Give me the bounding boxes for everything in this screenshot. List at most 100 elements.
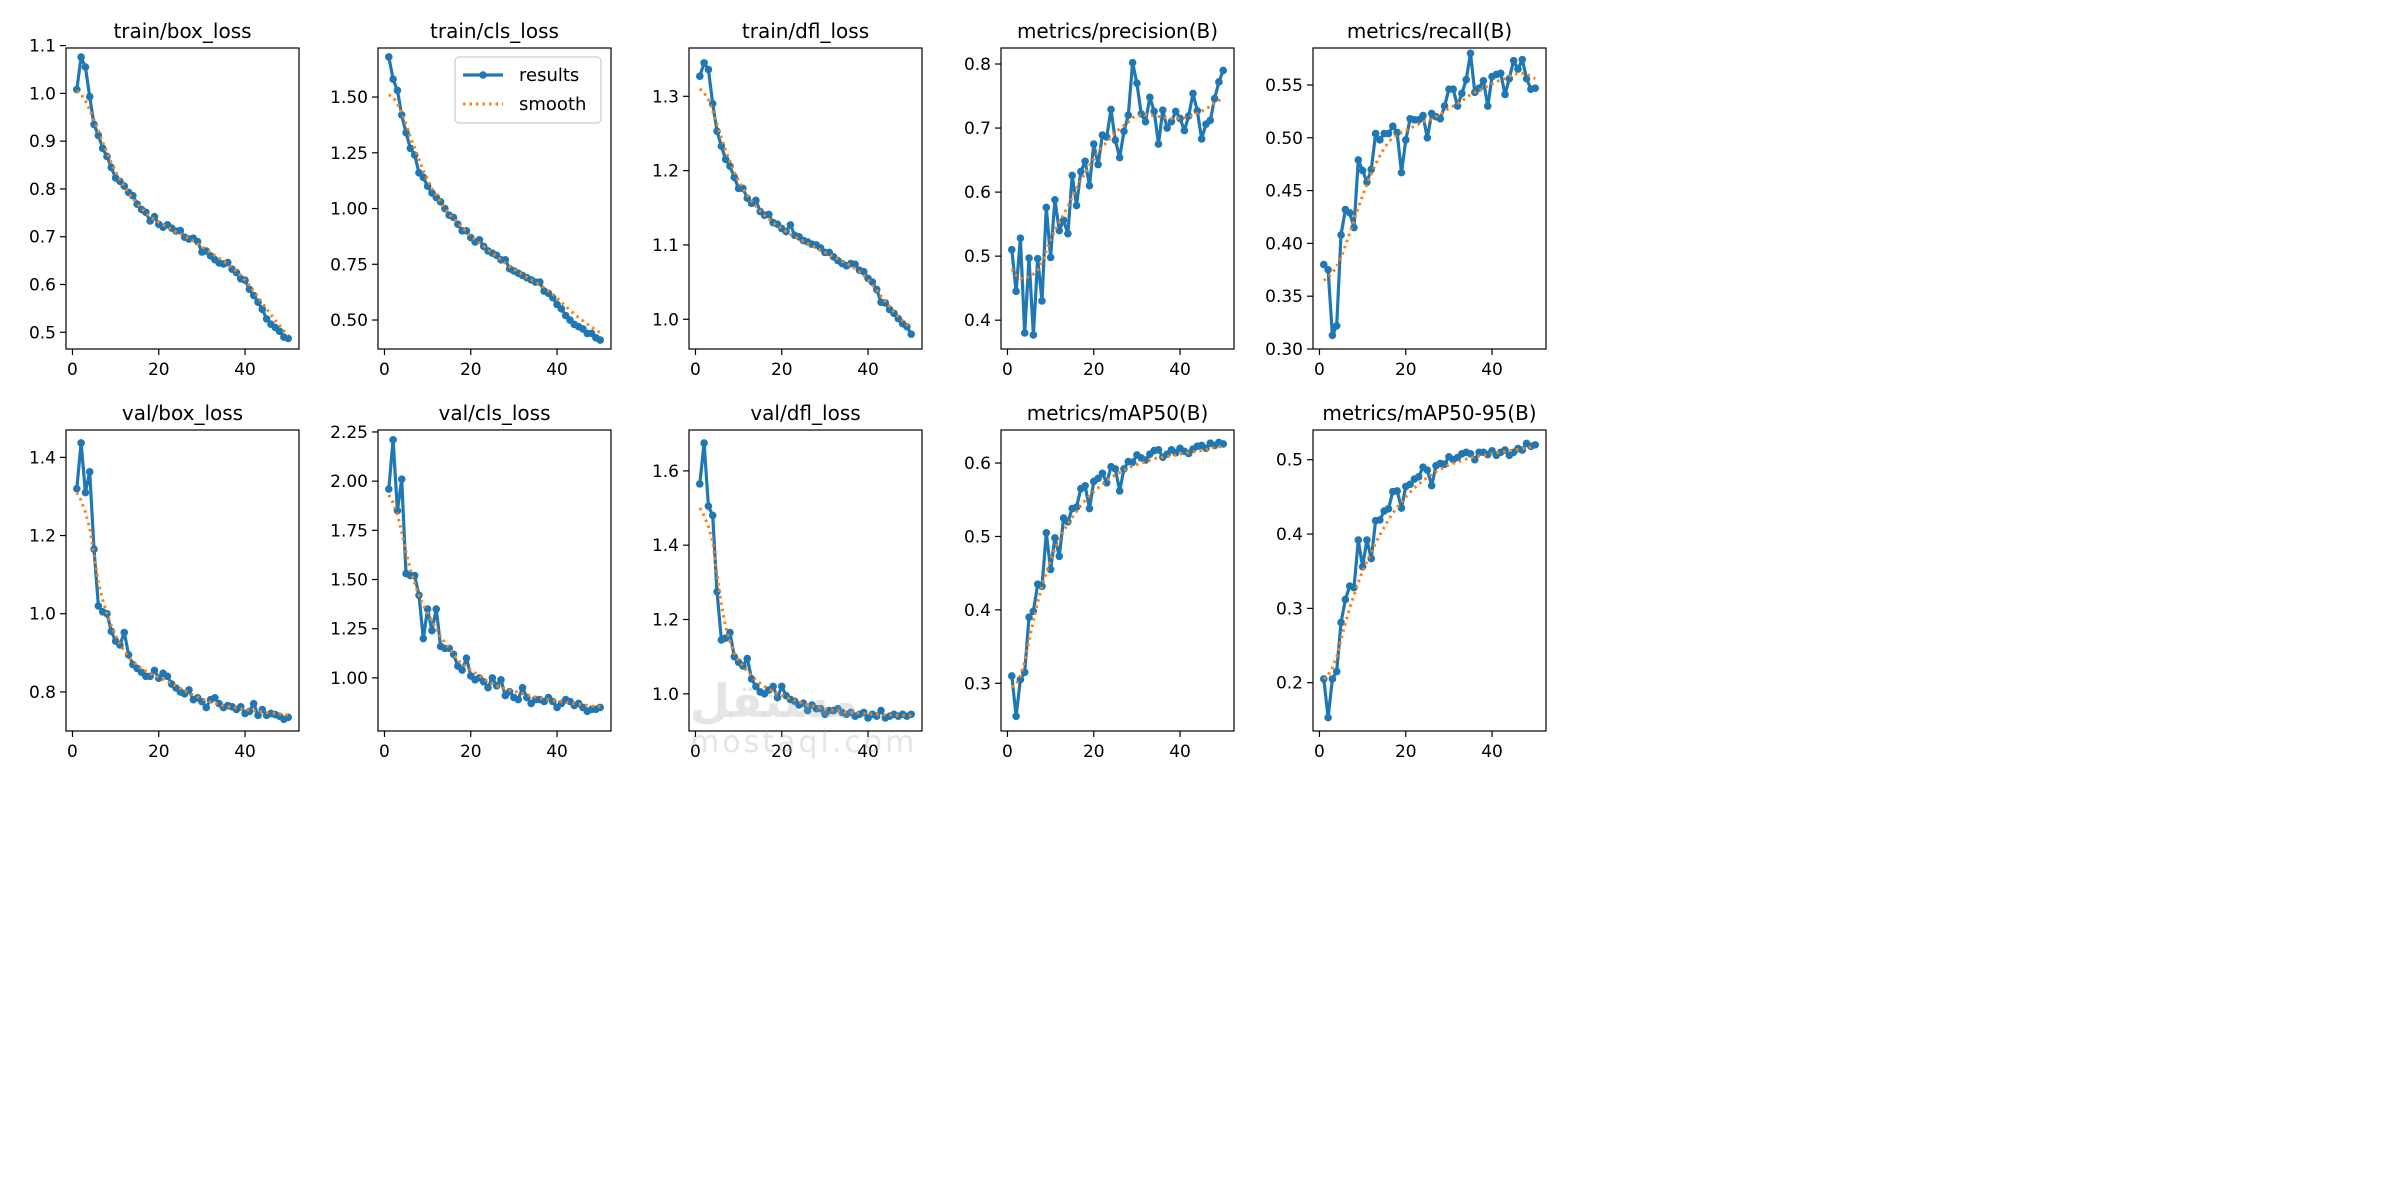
results-point bbox=[752, 682, 760, 691]
results-point bbox=[1163, 124, 1171, 132]
subplot-title: train/cls_loss bbox=[430, 19, 559, 43]
results-point bbox=[1016, 234, 1025, 243]
results-point bbox=[557, 305, 566, 313]
results-point bbox=[72, 484, 81, 493]
results-point bbox=[488, 674, 497, 682]
results-point bbox=[397, 475, 406, 483]
results-point bbox=[1094, 474, 1102, 483]
results-point bbox=[163, 672, 172, 681]
x-tick-label: 20 bbox=[148, 742, 170, 762]
y-tick-label: 0.50 bbox=[330, 311, 368, 331]
y-tick-label: 1.75 bbox=[330, 521, 368, 541]
results-point bbox=[1197, 135, 1206, 143]
results-figure: train/box_loss 0 20 40 0.5 0.6 0.7 0.8 0.9 1.0 1.1… bbox=[29, 19, 1547, 762]
x-tick-label: 0 bbox=[690, 360, 701, 380]
results-point bbox=[1094, 160, 1102, 169]
results-point bbox=[1215, 78, 1223, 86]
results-point bbox=[1531, 84, 1540, 92]
results-point bbox=[1423, 133, 1432, 142]
subplot-1: train/box_loss 0 20 40 0.5 0.6 0.7 0.8 0.9 1.0 1.1 bbox=[29, 19, 300, 380]
plot-frame bbox=[1312, 47, 1547, 350]
y-tick-label: 1.0 bbox=[29, 605, 56, 625]
subplot-title: metrics/recall(B) bbox=[1347, 19, 1512, 43]
results-point bbox=[1133, 79, 1141, 88]
results-point bbox=[1115, 487, 1124, 495]
results-point bbox=[1025, 613, 1033, 622]
x-tick-label: 0 bbox=[379, 360, 390, 380]
x-tick-label: 40 bbox=[1169, 742, 1191, 762]
results-point bbox=[1007, 245, 1016, 254]
results-point bbox=[1458, 89, 1466, 98]
y-tick-label: 1.2 bbox=[652, 611, 679, 631]
results-point bbox=[202, 703, 211, 712]
x-tick-label: 40 bbox=[546, 742, 568, 762]
x-tick-label: 40 bbox=[1169, 360, 1191, 380]
plot-frame bbox=[688, 429, 923, 732]
y-tick-label: 2.25 bbox=[330, 423, 368, 443]
results-point bbox=[284, 334, 293, 343]
smooth-line bbox=[698, 87, 913, 330]
results-line bbox=[1010, 440, 1224, 718]
results-point bbox=[211, 693, 219, 702]
y-tick-label: 1.25 bbox=[330, 144, 368, 164]
results-point bbox=[1064, 229, 1072, 238]
subplot-4: metrics/precision(B) 0 20 40 0.4 0.5 0.6 0.7 0.8 bbox=[964, 19, 1235, 380]
results-point bbox=[1206, 116, 1215, 125]
y-tick-label: 0.8 bbox=[29, 683, 56, 703]
results-point bbox=[1436, 114, 1445, 123]
results-point bbox=[1124, 111, 1133, 120]
y-tick-label: 0.55 bbox=[1265, 76, 1303, 96]
plot-frame bbox=[1000, 47, 1235, 350]
watermark: مستقل mostaql.com bbox=[690, 676, 917, 760]
y-tick-label: 0.30 bbox=[1265, 340, 1303, 360]
y-tick-label: 2.00 bbox=[330, 472, 368, 492]
y-tick-label: 0.5 bbox=[29, 323, 56, 343]
x-tick-label: 20 bbox=[1395, 742, 1417, 762]
y-tick-label: 1.0 bbox=[652, 685, 679, 705]
results-point bbox=[1384, 504, 1393, 513]
results-point bbox=[1501, 90, 1509, 99]
results-point bbox=[1440, 460, 1449, 468]
results-point bbox=[1111, 136, 1120, 145]
results-point bbox=[393, 86, 402, 95]
y-tick-label: 0.4 bbox=[1276, 525, 1303, 545]
results-point bbox=[1081, 481, 1089, 490]
results-point bbox=[1345, 208, 1354, 217]
y-tick-label: 0.3 bbox=[1276, 599, 1303, 619]
subplot-title: metrics/precision(B) bbox=[1017, 19, 1218, 43]
y-tick-label: 0.7 bbox=[964, 119, 991, 139]
y-tick-label: 0.45 bbox=[1265, 182, 1303, 202]
results-point bbox=[1038, 297, 1046, 305]
results-point bbox=[1324, 713, 1332, 722]
results-point bbox=[1098, 469, 1107, 478]
subplot-title: val/dfl_loss bbox=[750, 401, 860, 425]
results-point bbox=[799, 699, 808, 707]
x-tick-label: 0 bbox=[1314, 360, 1325, 380]
results-point bbox=[708, 511, 717, 520]
x-tick-label: 40 bbox=[857, 742, 879, 762]
x-tick-label: 0 bbox=[67, 360, 78, 380]
smooth-line bbox=[1011, 444, 1224, 689]
results-point bbox=[497, 676, 505, 684]
results-point bbox=[107, 627, 116, 636]
results-point bbox=[1072, 201, 1081, 210]
subplot-title: val/box_loss bbox=[122, 401, 243, 425]
results-point bbox=[1046, 253, 1055, 262]
x-tick-label: 20 bbox=[1395, 360, 1417, 380]
results-point bbox=[747, 675, 756, 683]
results-point bbox=[1332, 667, 1341, 676]
results-line bbox=[698, 61, 913, 335]
results-point bbox=[389, 436, 397, 444]
results-point bbox=[107, 163, 116, 172]
results-point bbox=[704, 502, 713, 510]
results-point bbox=[1150, 107, 1158, 116]
plot-frame bbox=[688, 47, 923, 350]
x-tick-label: 0 bbox=[1002, 742, 1013, 762]
results-point bbox=[752, 196, 760, 205]
subplot-10: metrics/mAP50-95(B) 0 20 40 0.2 0.3 0.4 0.5 bbox=[1276, 401, 1547, 762]
y-tick-label: 1.1 bbox=[652, 236, 679, 256]
y-tick-label: 0.3 bbox=[964, 674, 991, 694]
smooth-line bbox=[1322, 71, 1536, 282]
results-point bbox=[773, 693, 782, 702]
results-point bbox=[548, 293, 557, 302]
